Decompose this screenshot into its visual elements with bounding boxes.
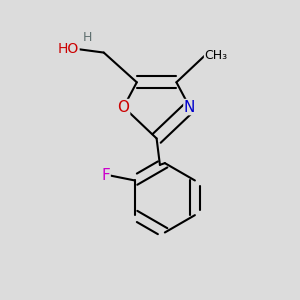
Text: H: H [82, 31, 92, 44]
Text: O: O [118, 100, 130, 115]
Text: F: F [101, 168, 110, 183]
Text: HO: HO [58, 42, 79, 56]
Text: N: N [184, 100, 195, 115]
Text: CH₃: CH₃ [205, 50, 228, 62]
